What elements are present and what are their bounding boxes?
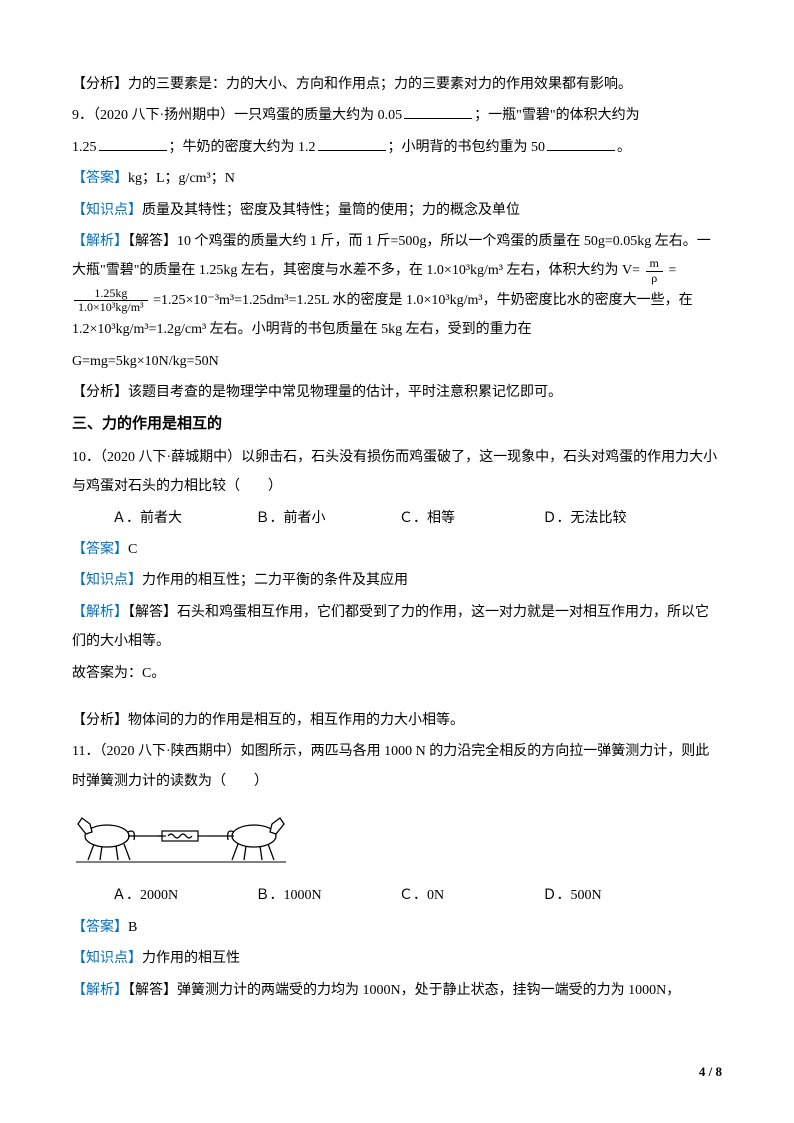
q9-kp: 【知识点】质量及其特性；密度及其特性；量筒的使用；力的概念及单位 xyxy=(72,196,722,225)
q10-analysis: 【分析】物体间的力的作用是相互的，相互作用的力大小相等。 xyxy=(72,706,722,735)
q11-kp: 【知识点】力作用的相互性 xyxy=(72,944,722,973)
q11-optB: Ｂ．1000N xyxy=(256,881,396,910)
frac2-num: 1.25kg xyxy=(74,287,148,301)
label-analysis: 【分析】力的三要素是：力的大小、方向和作用点；力的三要素对力的作用效果都有影响。 xyxy=(72,77,632,92)
q9-jx3-text: G=mg=5kg×10N/kg=50N xyxy=(72,354,219,369)
fraction-1: m ρ xyxy=(646,257,663,284)
blank-1 xyxy=(404,104,472,119)
q9-fx-text: 该题目考查的是物理学中常见物理量的估计，平时注意积累记忆即可。 xyxy=(128,385,562,400)
q10-stem: 10．（2020 八下·薛城期中）以卵击石，石头没有损伤而鸡蛋破了，这一现象中，… xyxy=(72,443,722,502)
q10-jx2: 故答案为：C。 xyxy=(72,659,722,688)
q11-explain: 【解析】【解答】弹簧测力计的两端受的力均为 1000N，处于静止状态，挂钩一端受… xyxy=(72,976,722,1005)
q11-options: Ａ．2000N Ｂ．1000N Ｃ．0N Ｄ．500N xyxy=(72,881,722,910)
fraction-2: 1.25kg 1.0×10³kg/m³ xyxy=(74,287,148,314)
q10-optD: Ｄ．无法比较 xyxy=(543,504,683,533)
q9-prefix: 9．（2020 八下·扬州期中）一只鸡蛋的质量大约为 0.05 xyxy=(72,108,402,123)
label-jd: 【解答】 xyxy=(128,234,177,249)
q11-figure xyxy=(72,804,722,877)
blank-3 xyxy=(318,135,386,150)
page-number: 4 / 8 xyxy=(699,1058,722,1085)
q9-kp-text: 质量及其特性；密度及其特性；量筒的使用；力的概念及单位 xyxy=(142,203,520,218)
label-answer: 【答案】 xyxy=(72,171,128,186)
q9-explain: 【解析】【解答】10 个鸡蛋的质量大约 1 斤，而 1 斤=500g，所以一个鸡… xyxy=(72,227,722,345)
blank-2 xyxy=(99,135,167,150)
q11-optA: Ａ．2000N xyxy=(112,881,252,910)
frac1-den: ρ xyxy=(646,272,663,285)
label-fx: 【分析】 xyxy=(72,713,128,728)
analysis-q8: 【分析】力的三要素是：力的大小、方向和作用点；力的三要素对力的作用效果都有影响。 xyxy=(72,70,722,99)
label-kp: 【知识点】 xyxy=(72,573,142,588)
label-jd: 【解答】 xyxy=(128,983,177,998)
q9-stem-line1: 9．（2020 八下·扬州期中）一只鸡蛋的质量大约为 0.05 ；一瓶"雪碧"的体… xyxy=(72,101,722,130)
label-kp: 【知识点】 xyxy=(72,203,142,218)
blank-4 xyxy=(547,135,615,150)
q10-options: Ａ．前者大 Ｂ．前者小 Ｃ．相等 Ｄ．无法比较 xyxy=(72,504,722,533)
q11-kp-text: 力作用的相互性 xyxy=(142,951,240,966)
q11-stem: 11．（2020 八下·陕西期中）如图所示，两匹马各用 1000 N 的力沿完全… xyxy=(72,737,722,796)
q10-explain: 【解析】【解答】石头和鸡蛋相互作用，它们都受到了力的作用，这一对力就是一对相互作… xyxy=(72,598,722,657)
q10-answer: 【答案】C xyxy=(72,535,722,564)
q9-jx3: G=mg=5kg×10N/kg=50N xyxy=(72,347,722,376)
q10-kp-text: 力作用的相互性；二力平衡的条件及其应用 xyxy=(142,573,408,588)
label-jx: 【解析】 xyxy=(72,234,128,249)
q11-ans-text: B xyxy=(128,920,137,935)
q9-l2a: 1.25 xyxy=(72,140,97,155)
section-3-title: 三、力的作用是相互的 xyxy=(72,409,722,441)
q9-l2d: 。 xyxy=(617,140,631,155)
two-horses-icon xyxy=(72,804,290,866)
q10-optC: Ｃ．相等 xyxy=(399,504,539,533)
label-jd: 【解答】 xyxy=(128,605,177,620)
label-jx: 【解析】 xyxy=(72,605,128,620)
label-answer: 【答案】 xyxy=(72,542,128,557)
q11-jx-text: 弹簧测力计的两端受的力均为 1000N，处于静止状态，挂钩一端受的力为 1000… xyxy=(177,983,680,998)
frac2-den: 1.0×10³kg/m³ xyxy=(74,301,148,314)
label-kp: 【知识点】 xyxy=(72,951,142,966)
label-jx: 【解析】 xyxy=(72,983,128,998)
eq: = xyxy=(665,263,676,278)
spacer xyxy=(72,690,722,704)
q9-ans-text: kg；L；g/cm³；N xyxy=(128,171,235,186)
q10-optB: Ｂ．前者小 xyxy=(256,504,396,533)
q11-answer: 【答案】B xyxy=(72,913,722,942)
q9-mid1: ；一瓶"雪碧"的体积大约为 xyxy=(474,108,639,123)
q10-kp: 【知识点】力作用的相互性；二力平衡的条件及其应用 xyxy=(72,566,722,595)
q9-stem-line2: 1.25 ；牛奶的密度大约为 1.2 ；小明背的书包约重为 50 。 xyxy=(72,133,722,162)
q9-analysis: 【分析】该题目考查的是物理学中常见物理量的估计，平时注意积累记忆即可。 xyxy=(72,378,722,407)
page-sep: / xyxy=(705,1064,715,1079)
q10-optA: Ａ．前者大 xyxy=(112,504,252,533)
q9-jx2: =1.25×10⁻³m³=1.25dm³=1.25L 水的密度是 1.0×10³… xyxy=(72,293,693,337)
page-total: 8 xyxy=(716,1064,723,1079)
q11-optD: Ｄ．500N xyxy=(543,881,683,910)
frac1-num: m xyxy=(646,257,663,271)
q10-ans-text: C xyxy=(128,542,137,557)
q9-l2b: ；牛奶的密度大约为 1.2 xyxy=(169,140,316,155)
label-fx: 【分析】 xyxy=(72,385,128,400)
label-answer: 【答案】 xyxy=(72,920,128,935)
q11-optC: Ｃ．0N xyxy=(399,881,539,910)
q9-answer: 【答案】kg；L；g/cm³；N xyxy=(72,164,722,193)
q10-fx-text: 物体间的力的作用是相互的，相互作用的力大小相等。 xyxy=(128,713,464,728)
q9-l2c: ；小明背的书包约重为 50 xyxy=(388,140,546,155)
